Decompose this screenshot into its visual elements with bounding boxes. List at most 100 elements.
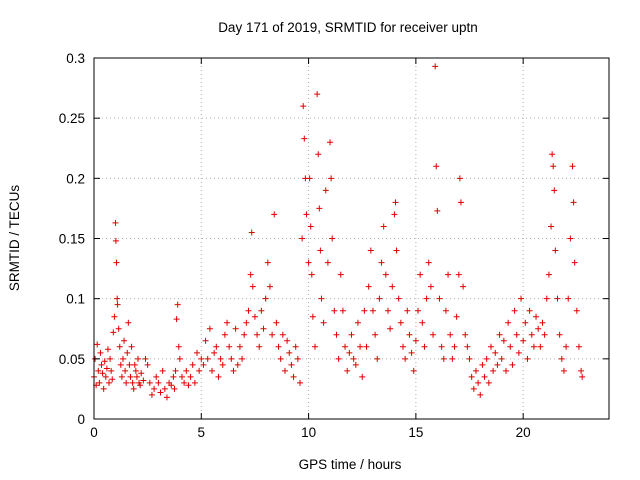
data-point	[539, 319, 546, 326]
data-point	[526, 307, 533, 314]
data-point	[331, 307, 338, 314]
data-point	[548, 223, 555, 230]
data-point	[433, 163, 440, 170]
data-point	[430, 331, 437, 338]
data-point	[579, 373, 586, 380]
data-point	[460, 283, 467, 290]
data-point	[462, 331, 469, 338]
data-point	[108, 367, 115, 374]
data-point	[494, 361, 501, 368]
data-point	[138, 370, 145, 377]
data-point	[219, 361, 226, 368]
data-point	[451, 343, 458, 350]
data-point	[115, 325, 122, 332]
data-point	[264, 259, 271, 266]
data-point	[449, 355, 456, 362]
data-point	[513, 331, 520, 338]
data-point	[121, 337, 128, 344]
data-point	[445, 271, 452, 278]
data-point	[224, 319, 231, 326]
data-point	[118, 373, 125, 380]
data-point	[176, 355, 183, 362]
data-point	[95, 367, 102, 374]
data-point	[549, 151, 556, 158]
data-point	[101, 358, 108, 365]
data-point	[292, 343, 299, 350]
data-point	[573, 307, 580, 314]
data-point	[248, 229, 255, 236]
data-point	[522, 319, 529, 326]
data-point	[392, 199, 399, 206]
data-point	[215, 373, 222, 380]
data-point	[142, 355, 149, 362]
data-point	[492, 349, 499, 356]
data-point	[161, 385, 168, 392]
data-point	[518, 295, 525, 302]
data-point	[294, 355, 301, 362]
data-point	[434, 207, 441, 214]
data-point	[318, 295, 325, 302]
data-point	[374, 355, 381, 362]
data-point	[456, 175, 463, 182]
data-point	[453, 313, 460, 320]
data-point	[198, 355, 205, 362]
data-point	[112, 237, 119, 244]
data-point	[466, 355, 473, 362]
data-point	[550, 163, 557, 170]
data-point	[279, 331, 286, 338]
data-point	[421, 343, 428, 350]
data-point	[206, 325, 213, 332]
data-point	[104, 346, 111, 353]
data-point	[372, 331, 379, 338]
data-point	[417, 271, 424, 278]
data-point	[344, 367, 351, 374]
data-point	[483, 355, 490, 362]
data-point	[178, 373, 185, 380]
data-point	[97, 349, 104, 356]
data-point	[346, 349, 353, 356]
data-point	[94, 341, 101, 348]
data-point	[308, 271, 315, 278]
data-point	[387, 325, 394, 332]
data-point	[106, 379, 113, 386]
data-point	[378, 259, 385, 266]
data-point	[348, 331, 355, 338]
data-point	[509, 361, 516, 368]
data-point	[384, 307, 391, 314]
data-point	[520, 337, 527, 344]
data-point	[247, 271, 254, 278]
data-point	[127, 373, 134, 380]
data-point	[505, 319, 512, 326]
data-point	[309, 313, 316, 320]
data-point	[537, 343, 544, 350]
data-point	[425, 259, 432, 266]
data-point	[98, 361, 105, 368]
data-point	[357, 343, 364, 350]
data-point	[314, 91, 321, 98]
data-point	[153, 373, 160, 380]
data-point	[204, 355, 211, 362]
data-point	[288, 361, 295, 368]
data-point	[498, 355, 505, 362]
data-point	[119, 355, 126, 362]
data-point	[102, 373, 109, 380]
data-point	[490, 367, 497, 374]
data-point	[337, 271, 344, 278]
data-point	[125, 319, 132, 326]
data-point	[299, 235, 306, 242]
data-point	[457, 199, 464, 206]
x-tick-labels: 0 5 10 15 20	[90, 425, 530, 440]
data-point	[209, 367, 216, 374]
data-point	[363, 343, 370, 350]
data-point	[155, 379, 162, 386]
data-point	[438, 343, 445, 350]
data-point	[382, 271, 389, 278]
data-point	[481, 373, 488, 380]
x-axis-label: GPS time / hours	[299, 457, 402, 472]
data-point	[551, 187, 558, 194]
data-point	[157, 389, 164, 396]
data-point	[503, 367, 509, 374]
y-tick-label: 0.15	[59, 232, 85, 247]
data-point	[552, 247, 559, 254]
data-point	[339, 307, 346, 314]
